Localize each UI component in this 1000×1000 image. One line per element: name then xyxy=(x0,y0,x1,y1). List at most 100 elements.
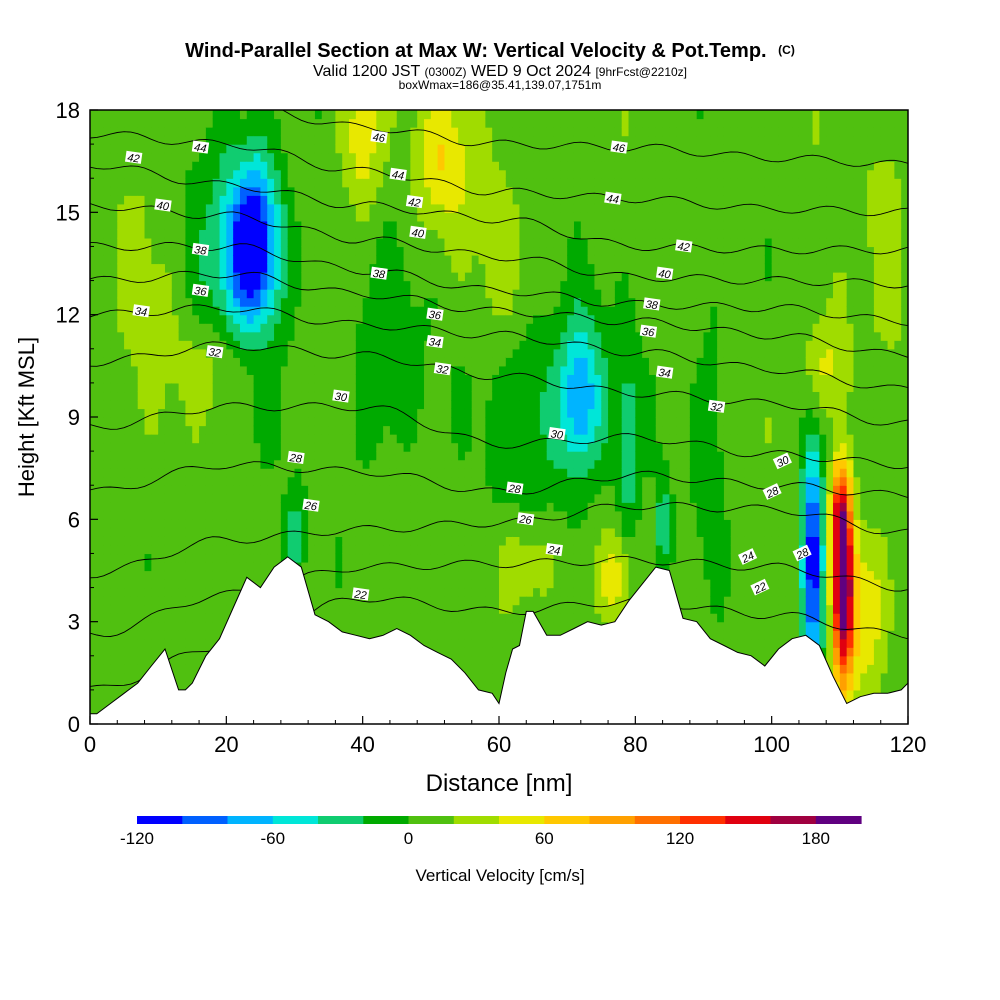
w-cell xyxy=(226,254,234,265)
w-cell xyxy=(314,220,323,230)
w-cell xyxy=(96,425,105,435)
w-cell xyxy=(478,357,486,367)
w-cell xyxy=(144,280,152,290)
w-cell xyxy=(424,314,432,324)
w-cell xyxy=(274,442,282,452)
w-cell xyxy=(103,527,112,537)
w-cell xyxy=(130,127,139,137)
w-cell xyxy=(539,306,548,316)
w-cell xyxy=(444,340,452,350)
w-cell xyxy=(512,263,521,273)
w-cell xyxy=(103,331,112,341)
w-cell xyxy=(485,681,493,691)
w-cell xyxy=(499,502,507,512)
w-cell xyxy=(471,272,480,282)
w-cell xyxy=(96,348,105,358)
w-cell xyxy=(321,510,330,520)
w-cell xyxy=(253,161,262,171)
w-cell xyxy=(171,212,180,222)
w-cell xyxy=(314,596,323,606)
w-cell xyxy=(90,365,98,375)
w-cell xyxy=(212,442,221,452)
w-cell xyxy=(294,254,302,265)
w-cell xyxy=(233,152,241,162)
w-cell xyxy=(239,186,248,196)
w-cell xyxy=(267,237,275,248)
w-cell xyxy=(301,553,309,563)
w-cell xyxy=(124,135,132,145)
w-cell xyxy=(499,212,507,222)
w-cell xyxy=(451,553,459,563)
w-cell xyxy=(151,655,159,665)
w-cell xyxy=(458,229,466,239)
w-cell xyxy=(328,263,336,273)
w-cell xyxy=(144,237,152,248)
w-cell xyxy=(342,527,350,537)
w-cell xyxy=(308,459,316,469)
w-cell xyxy=(90,485,98,495)
w-cell xyxy=(376,579,384,589)
w-cell xyxy=(553,613,561,623)
w-cell xyxy=(185,527,193,537)
w-cell xyxy=(451,220,459,230)
w-cell xyxy=(144,203,152,213)
w-cell xyxy=(553,451,561,461)
w-cell xyxy=(205,178,214,188)
w-cell xyxy=(205,127,214,137)
w-cell xyxy=(383,374,391,384)
w-cell xyxy=(458,144,466,154)
w-cell xyxy=(151,280,159,290)
w-cell xyxy=(239,374,248,384)
w-cell xyxy=(321,144,330,154)
w-cell xyxy=(369,212,377,222)
w-cell xyxy=(103,391,112,401)
w-cell xyxy=(383,127,391,137)
w-cell xyxy=(233,579,241,589)
w-cell xyxy=(355,425,364,435)
w-cell xyxy=(417,263,425,273)
w-cell xyxy=(110,169,118,179)
w-cell xyxy=(96,459,105,469)
w-cell xyxy=(130,399,139,410)
w-cell xyxy=(144,323,152,333)
w-cell xyxy=(110,357,118,367)
w-cell xyxy=(158,536,166,546)
w-cell xyxy=(246,382,255,393)
w-cell xyxy=(369,587,377,597)
w-cell xyxy=(403,365,411,375)
w-cell xyxy=(478,297,486,307)
w-cell xyxy=(233,570,241,580)
w-cell xyxy=(444,613,452,623)
w-cell xyxy=(389,280,398,290)
w-cell xyxy=(492,647,500,657)
w-cell xyxy=(403,485,411,495)
w-cell xyxy=(376,152,384,162)
w-cell xyxy=(451,502,459,512)
w-cell xyxy=(308,527,316,537)
w-cell xyxy=(478,314,486,324)
w-cell xyxy=(546,561,555,572)
w-cell xyxy=(171,263,180,273)
w-cell xyxy=(458,365,466,375)
w-cell xyxy=(151,169,159,179)
w-cell xyxy=(424,229,432,239)
w-cell xyxy=(137,561,146,572)
w-cell xyxy=(349,596,357,606)
w-cell xyxy=(185,306,193,316)
w-cell xyxy=(437,638,446,648)
w-cell xyxy=(151,144,159,154)
w-cell xyxy=(424,263,432,273)
w-cell xyxy=(199,272,207,282)
w-cell xyxy=(553,417,561,427)
w-cell xyxy=(192,263,200,273)
w-cell xyxy=(512,331,521,341)
w-cell xyxy=(199,263,207,273)
w-cell xyxy=(410,314,418,324)
w-cell xyxy=(117,417,125,427)
w-cell xyxy=(349,186,357,196)
w-cell xyxy=(314,289,323,299)
w-cell xyxy=(369,289,377,299)
w-cell xyxy=(335,272,343,282)
w-cell xyxy=(239,144,248,154)
w-cell xyxy=(124,570,132,580)
